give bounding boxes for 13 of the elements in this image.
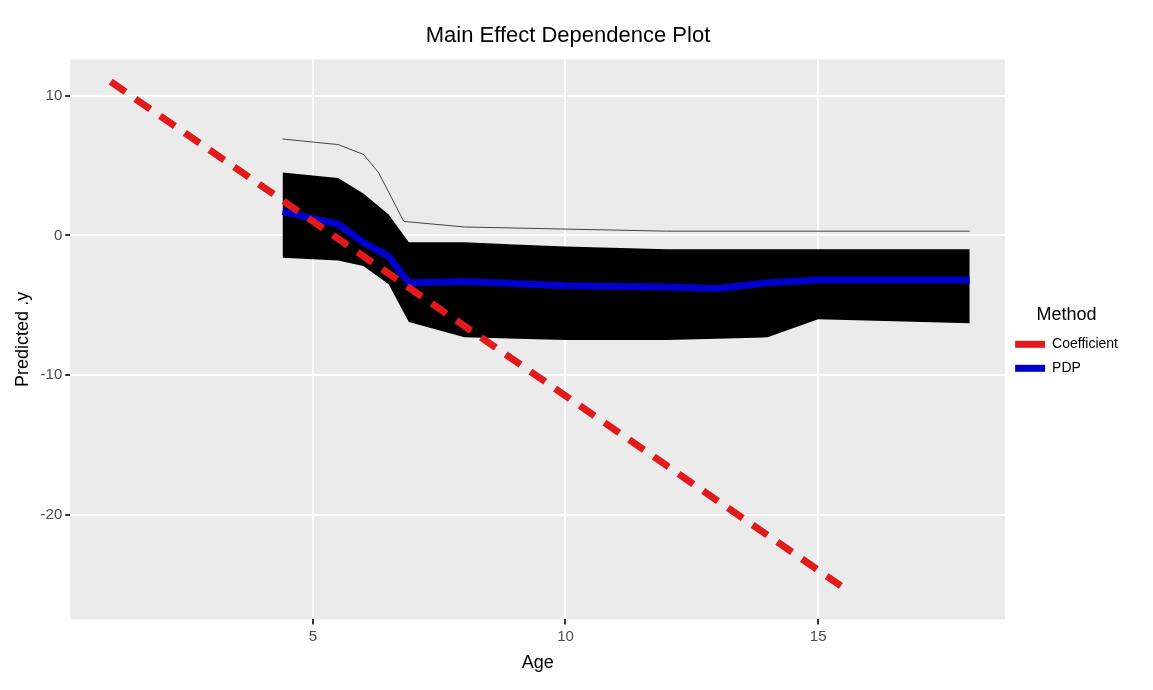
- legend-title: Method: [1036, 303, 1097, 324]
- y-tick-label: 10: [45, 85, 63, 103]
- y-tick-label: -20: [40, 504, 63, 522]
- x-tick-label: 15: [809, 626, 827, 644]
- legend-label: Coefficient: [1052, 335, 1119, 352]
- x-tick-label: 10: [557, 626, 574, 644]
- y-axis-title: Predicted .y: [11, 291, 32, 387]
- x-axis-title: Age: [521, 652, 554, 673]
- chart-title: Main Effect Dependence Plot: [425, 22, 711, 48]
- y-tick-label: 0: [53, 225, 63, 243]
- x-tick-label: 5: [308, 626, 317, 644]
- y-tick-label: -10: [40, 365, 63, 383]
- legend-label: PDP: [1052, 359, 1081, 376]
